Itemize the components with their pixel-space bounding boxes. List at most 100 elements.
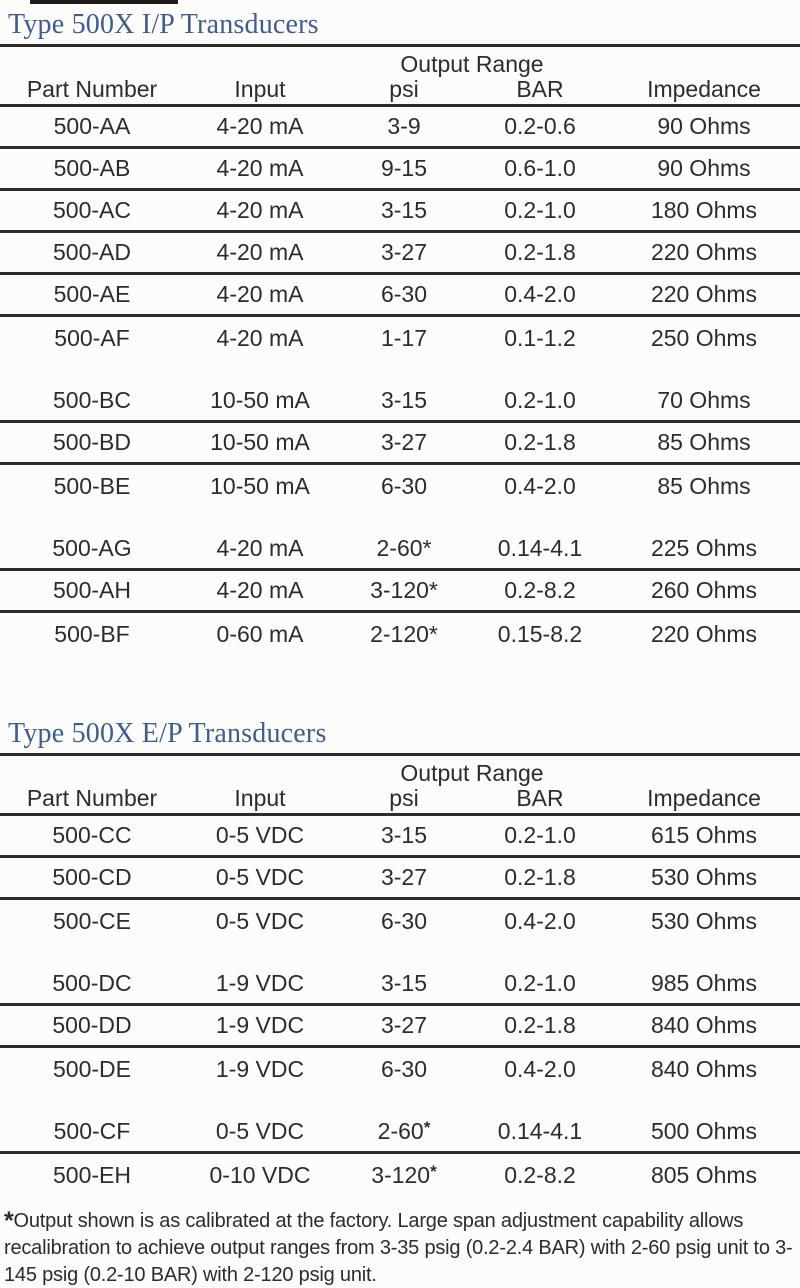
psi-cell: 6-30: [380, 907, 428, 934]
input-cell: 0-10 VDC: [209, 1161, 311, 1188]
bar-cell: 0.4-2.0: [504, 281, 576, 307]
bar-cell: 0.2-1.8: [504, 864, 576, 890]
impedance-cell: 840 Ohms: [650, 1012, 758, 1038]
bar-cell: 0.4-2.0: [504, 472, 576, 499]
table-row: 500-AF 4-20 mA 1-17 0.1-1.2 250 Ohms: [0, 317, 800, 359]
input-cell: 4-20 mA: [216, 281, 304, 307]
impedance-cell: 90 Ohms: [657, 113, 751, 139]
table-row: 500-AB 4-20 mA 9-15 0.6-1.0 90 Ohms: [0, 149, 800, 191]
impedance-cell: 220 Ohms: [650, 281, 758, 307]
column-header-row: Part Number Input psi BAR Impedance: [0, 783, 800, 816]
impedance-cell: 220 Ohms: [650, 620, 758, 647]
psi-cell: 3-9: [387, 113, 421, 139]
table-row: 500-BF 0-60 mA 2-120* 0.15-8.2 220 Ohms: [0, 613, 800, 655]
bar-cell: 0.2-8.2: [504, 1161, 576, 1188]
ep-section-title: Type 500X E/P Transducers: [8, 718, 327, 749]
psi-cell: 3-27: [380, 864, 428, 890]
impedance-cell: 985 Ohms: [650, 970, 758, 996]
bar-cell: 0.14-4.1: [497, 1118, 583, 1144]
ip-transducers-section: Type 500X I/P Transducers Output Range Pa…: [0, 9, 800, 655]
table-row: 500-AH 4-20 mA 3-120* 0.2-8.2 260 Ohms: [0, 571, 800, 613]
psi-cell: 3-27: [380, 1012, 428, 1038]
bar-cell: 0.15-8.2: [497, 620, 583, 647]
psi-cell: 1-17: [380, 324, 428, 351]
part-number-cell: 500-DC: [52, 970, 132, 996]
input-cell: 4-20 mA: [216, 577, 304, 603]
part-number-cell: 500-CE: [53, 907, 131, 934]
ip-section-title: Type 500X I/P Transducers: [8, 9, 319, 40]
psi-cell: 3-15: [380, 197, 428, 223]
input-cell: 1-9 VDC: [215, 1012, 305, 1038]
bar-cell: 0.14-4.1: [497, 535, 583, 561]
psi-cell: 6-30: [380, 281, 428, 307]
psi-cell: 6-30: [380, 1055, 428, 1082]
row-group: 500-AA 4-20 mA 3-9 0.2-0.6 90 Ohms 500-AB 4-20…: [0, 107, 800, 359]
bar-cell: 0.2-1.0: [504, 822, 576, 848]
input-cell: 4-20 mA: [216, 239, 304, 265]
column-header-input: Input: [234, 75, 286, 102]
asterisk-superscript: *: [430, 1161, 437, 1181]
output-range-label: Output Range: [400, 760, 544, 786]
impedance-cell: 90 Ohms: [657, 155, 751, 181]
psi-cell: 3-27: [380, 429, 428, 455]
bar-cell: 0.4-2.0: [504, 1055, 576, 1082]
impedance-cell: 220 Ohms: [650, 239, 758, 265]
bar-cell: 0.4-2.0: [504, 907, 576, 934]
psi-cell: 2-60*: [376, 535, 432, 561]
impedance-cell: 615 Ohms: [650, 822, 758, 848]
footnote-asterisk: *: [4, 1207, 14, 1235]
column-header-psi: psi: [389, 784, 419, 811]
bar-cell: 0.2-0.6: [504, 113, 576, 139]
input-cell: 4-20 mA: [216, 197, 304, 223]
column-header-impedance: Impedance: [647, 784, 761, 811]
part-number-cell: 500-EH: [53, 1161, 131, 1188]
table-row: 500-AG 4-20 mA 2-60* 0.14-4.1 225 Ohms: [0, 529, 800, 571]
table-row: 500-CF 0-5 VDC 2-60* 0.14-4.1 500 Ohms: [0, 1112, 800, 1154]
psi-cell: 3-120*: [371, 1161, 437, 1188]
input-cell: 10-50 mA: [210, 429, 310, 455]
table-row: 500-EH 0-10 VDC 3-120* 0.2-8.2 805 Ohms: [0, 1154, 800, 1196]
table-row: 500-AC 4-20 mA 3-15 0.2-1.0 180 Ohms: [0, 191, 800, 233]
impedance-cell: 530 Ohms: [650, 864, 758, 890]
impedance-cell: 260 Ohms: [650, 577, 758, 603]
input-cell: 10-50 mA: [210, 387, 310, 413]
table-row: 500-BE 10-50 mA 6-30 0.4-2.0 85 Ohms: [0, 465, 800, 507]
footnote: *Output shown is as calibrated at the fa…: [4, 1208, 796, 1288]
part-number-cell: 500-AE: [53, 281, 131, 307]
psi-cell: 2-60*: [377, 1118, 431, 1144]
psi-cell: 9-15: [380, 155, 428, 181]
part-number-cell: 500-BC: [53, 387, 131, 413]
psi-cell: 3-27: [380, 239, 428, 265]
part-number-cell: 500-CF: [53, 1118, 131, 1144]
psi-cell: 3-15: [380, 822, 428, 848]
footnote-text: Output shown is as calibrated at the fac…: [4, 1210, 793, 1286]
column-header-part-number: Part Number: [26, 75, 158, 102]
impedance-cell: 225 Ohms: [650, 535, 758, 561]
part-number-cell: 500-AD: [53, 239, 131, 265]
column-header-psi: psi: [389, 75, 419, 102]
asterisk-superscript: *: [423, 1118, 431, 1137]
column-header-bar: BAR: [516, 784, 564, 811]
table-row: 500-BD 10-50 mA 3-27 0.2-1.8 85 Ohms: [0, 423, 800, 465]
bar-cell: 0.1-1.2: [504, 324, 576, 351]
table-row: 500-DE 1-9 VDC 6-30 0.4-2.0 840 Ohms: [0, 1048, 800, 1090]
bar-cell: 0.2-1.8: [504, 429, 576, 455]
row-group: 500-CC 0-5 VDC 3-15 0.2-1.0 615 Ohms 500-CD 0-…: [0, 816, 800, 942]
input-cell: 0-60 mA: [216, 620, 304, 647]
column-header-impedance: Impedance: [647, 75, 761, 102]
impedance-cell: 70 Ohms: [657, 387, 751, 413]
part-number-cell: 500-AG: [52, 535, 132, 561]
table-row: 500-BC 10-50 mA 3-15 0.2-1.0 70 Ohms: [0, 381, 800, 423]
part-number-cell: 500-DE: [53, 1055, 131, 1082]
bar-cell: 0.2-1.8: [504, 1012, 576, 1038]
psi-cell: 2-120*: [370, 620, 438, 647]
ep-transducers-section: Type 500X E/P Transducers Output Range Pa…: [0, 709, 800, 1196]
row-group: 500-DC 1-9 VDC 3-15 0.2-1.0 985 Ohms 500-DD 1-…: [0, 964, 800, 1090]
input-cell: 0-5 VDC: [215, 1118, 305, 1144]
impedance-cell: 85 Ohms: [657, 472, 751, 499]
impedance-cell: 180 Ohms: [650, 197, 758, 223]
bar-cell: 0.2-1.0: [504, 387, 576, 413]
part-number-cell: 500-DD: [52, 1012, 132, 1038]
row-group: 500-CF 0-5 VDC 2-60* 0.14-4.1 500 Ohms 500-EH…: [0, 1112, 800, 1196]
ep-spec-table: Output Range Part Number Input psi BAR Impeda…: [0, 753, 800, 1196]
